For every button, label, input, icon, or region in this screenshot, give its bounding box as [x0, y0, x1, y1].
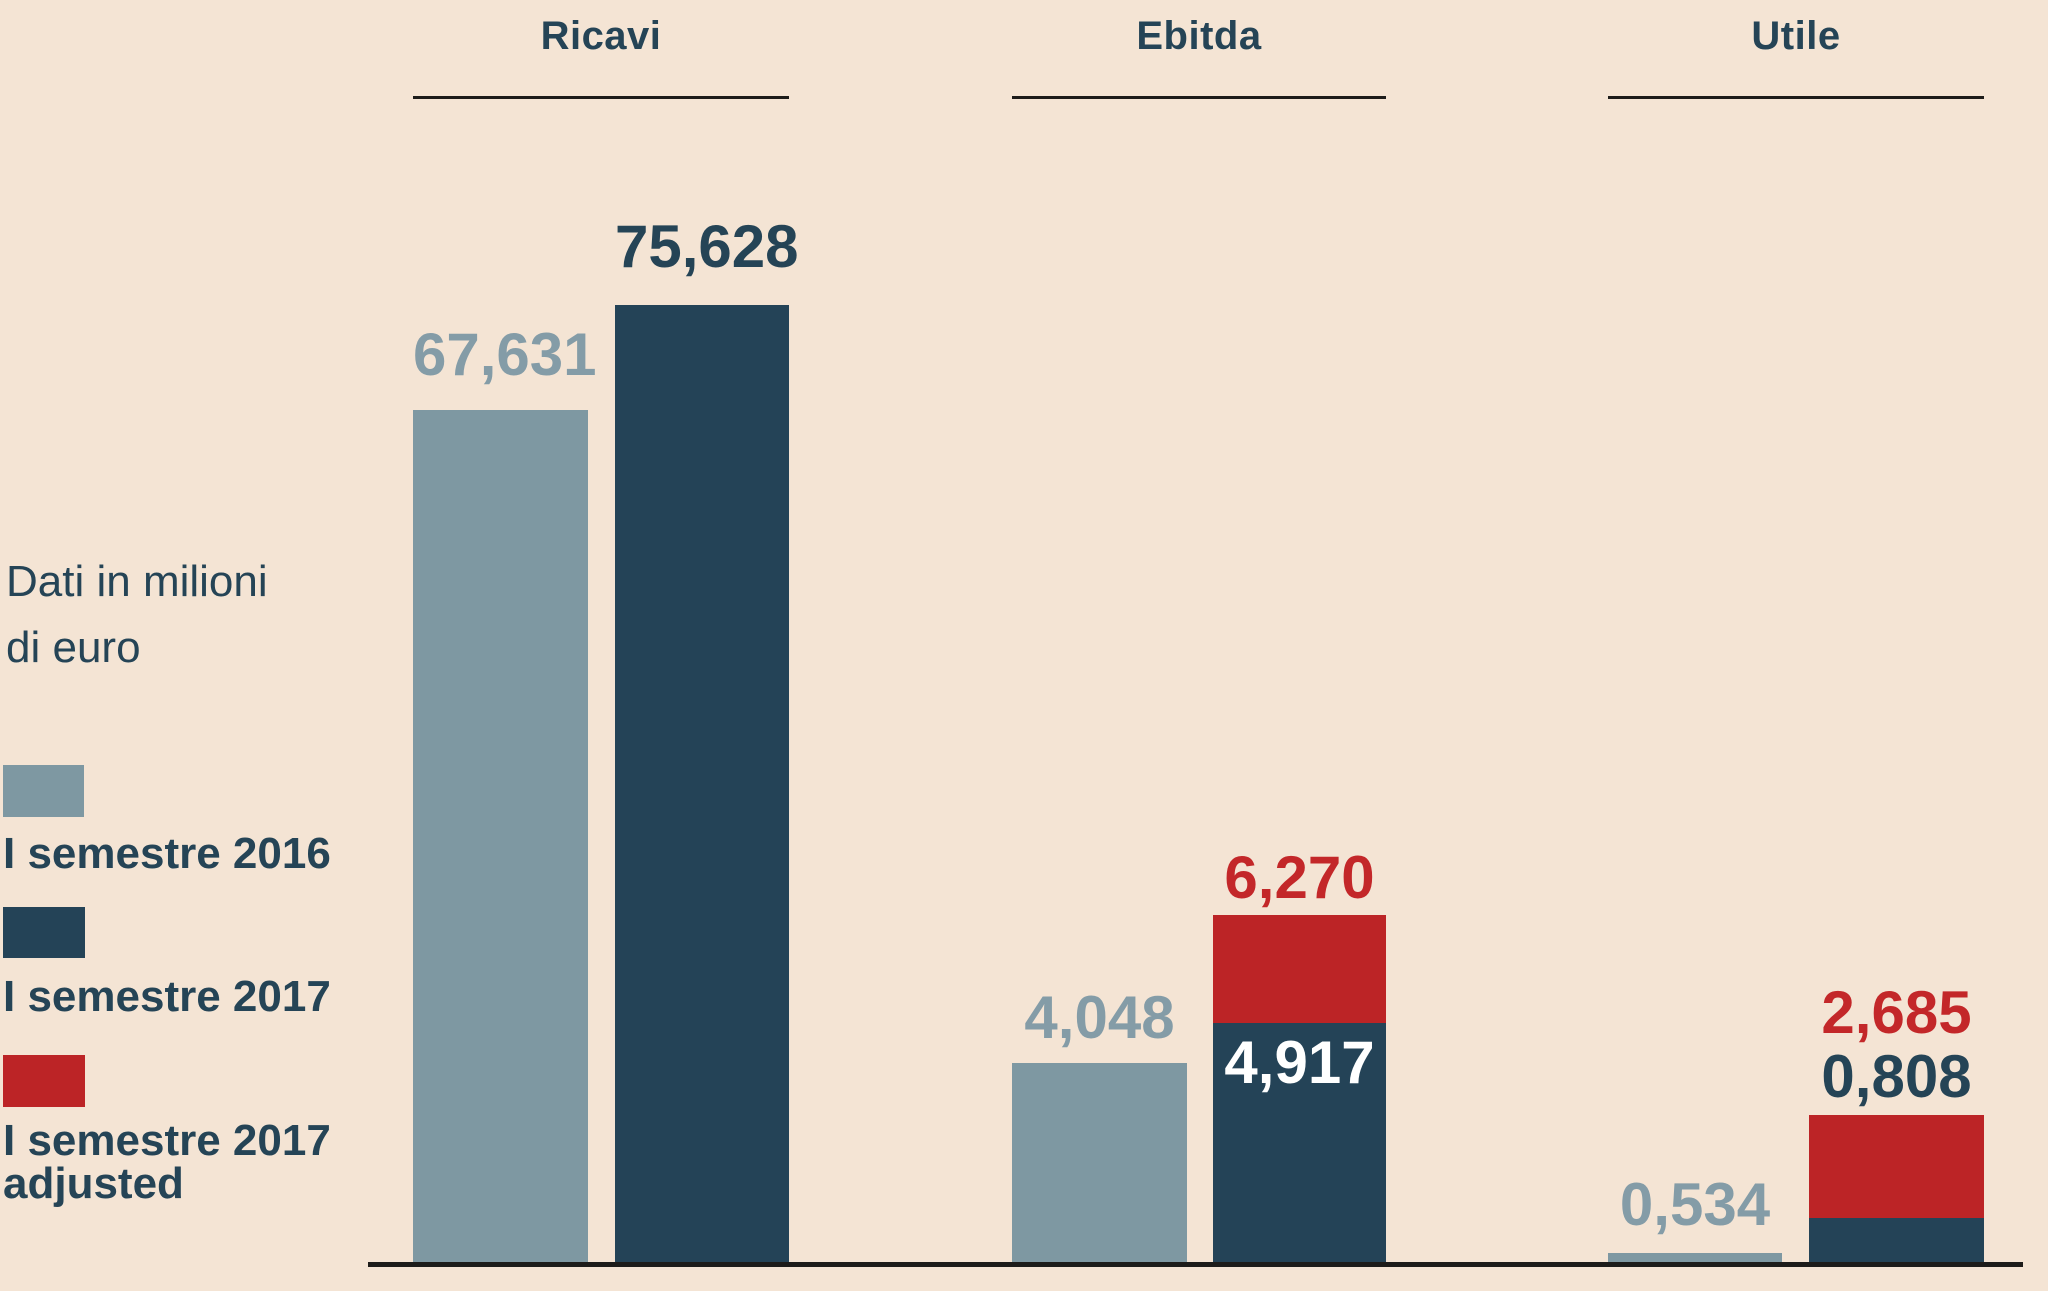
value-label-utile-2017-adjusted: 2,685 — [1821, 979, 1972, 1046]
bar-ricavi-2017 — [615, 305, 789, 1266]
unit-note-line1: Dati in milioni — [6, 557, 268, 606]
value-label-ebitda-2016: 4,048 — [1024, 984, 1175, 1051]
bar-ricavi-2016 — [413, 410, 588, 1266]
value-label-ricavi-2017: 75,628 — [615, 213, 799, 280]
bar-utile-2017 — [1809, 1218, 1984, 1266]
value-label-ebitda-2017-adjusted: 6,270 — [1224, 844, 1375, 911]
legend-swatch-2016 — [3, 765, 84, 817]
legend-label-2016: I semestre 2016 — [3, 829, 331, 878]
group-underline-utile — [1608, 96, 1984, 99]
axis-baseline — [368, 1262, 2023, 1267]
bar-utile-2017-adjusted — [1809, 1115, 1984, 1218]
bar-ebitda-2017-adjusted — [1213, 915, 1386, 1023]
legend-swatch-2017-adjusted — [3, 1055, 85, 1107]
legend-label-2017-adjusted: I semestre 2017 adjusted — [3, 1116, 331, 1208]
legend-swatch-2017 — [3, 907, 85, 958]
unit-note: Dati in milioni di euro — [6, 549, 268, 681]
legend-label-2017: I semestre 2017 — [3, 972, 331, 1021]
value-label-utile-2016: 0,534 — [1619, 1171, 1771, 1238]
legend-label-2017-adjusted-line2: adjusted — [3, 1159, 184, 1208]
value-label-utile-2017: 0,808 — [1821, 1043, 1972, 1110]
group-underline-ebitda — [1012, 96, 1386, 99]
unit-note-line2: di euro — [6, 623, 141, 672]
bar-ebitda-2017 — [1213, 1023, 1386, 1266]
group-underline-ricavi — [413, 96, 789, 99]
bar-ebitda-2016 — [1012, 1063, 1187, 1266]
group-title-ebitda: Ebitda — [1136, 14, 1262, 58]
group-title-utile: Utile — [1751, 14, 1841, 58]
group-title-ricavi: Ricavi — [540, 14, 662, 58]
value-label-ebitda-2017: 4,917 — [1224, 1029, 1375, 1096]
value-label-ricavi-2016: 67,631 — [413, 321, 597, 388]
legend-label-2017-adjusted-line1: I semestre 2017 — [3, 1116, 331, 1165]
